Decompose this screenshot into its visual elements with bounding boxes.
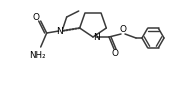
Text: O: O: [112, 49, 119, 58]
Text: O: O: [32, 13, 39, 22]
Text: NH₂: NH₂: [29, 51, 46, 60]
Text: N: N: [93, 32, 99, 41]
Text: O: O: [120, 24, 127, 33]
Text: N: N: [56, 27, 63, 36]
